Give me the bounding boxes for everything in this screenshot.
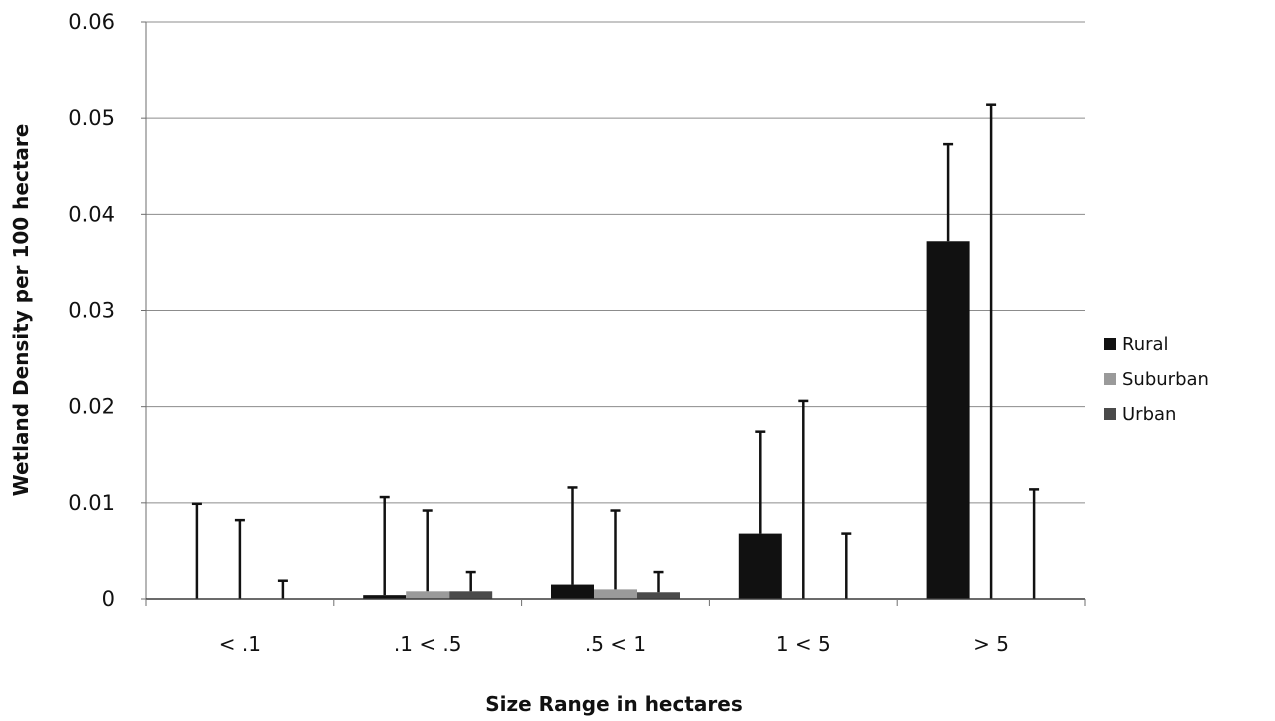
bar-rural-3 xyxy=(738,533,782,599)
legend-label-suburban: Suburban xyxy=(1122,369,1209,390)
x-tick-label: 1 < 5 xyxy=(776,632,831,656)
legend-swatch-rural xyxy=(1104,338,1116,350)
legend-label-urban: Urban xyxy=(1122,404,1176,425)
bar-rural-2 xyxy=(551,584,594,599)
legend-label-rural: Rural xyxy=(1122,334,1169,355)
y-tick-label: 0.05 xyxy=(68,106,115,130)
x-tick-label: .5 < 1 xyxy=(585,632,646,656)
axes-group xyxy=(141,21,1086,606)
y-tick-label: 0 xyxy=(102,587,115,611)
x-axis-title: Size Range in hectares xyxy=(485,692,743,716)
bar-urban-2 xyxy=(637,592,680,599)
y-tick-label: 0.02 xyxy=(68,395,115,419)
x-tick-label: < .1 xyxy=(219,632,261,656)
y-tick-labels: 0 0.01 0.02 0.03 0.04 0.05 0.06 xyxy=(68,10,115,611)
bar-suburban-1 xyxy=(406,591,450,599)
bars-group xyxy=(363,241,970,599)
legend: Rural Suburban Urban xyxy=(1104,334,1209,425)
legend-swatch-urban xyxy=(1104,408,1116,420)
bar-suburban-2 xyxy=(594,589,637,599)
x-tick-label: .1 < .5 xyxy=(394,632,462,656)
legend-swatch-suburban xyxy=(1104,373,1116,385)
bar-rural-4 xyxy=(926,241,970,599)
y-tick-label: 0.06 xyxy=(68,10,115,34)
y-tick-label: 0.04 xyxy=(68,202,115,226)
x-tick-label: > 5 xyxy=(973,632,1009,656)
error-bars-group xyxy=(191,103,1040,599)
x-tick-labels: < .1 .1 < .5 .5 < 1 1 < 5 > 5 xyxy=(219,632,1009,656)
y-axis-title: Wetland Density per 100 hectare xyxy=(9,124,33,497)
y-tick-label: 0.03 xyxy=(68,299,115,323)
y-tick-label: 0.01 xyxy=(68,491,115,515)
bar-urban-1 xyxy=(449,591,493,599)
bar-rural-1 xyxy=(363,595,407,599)
